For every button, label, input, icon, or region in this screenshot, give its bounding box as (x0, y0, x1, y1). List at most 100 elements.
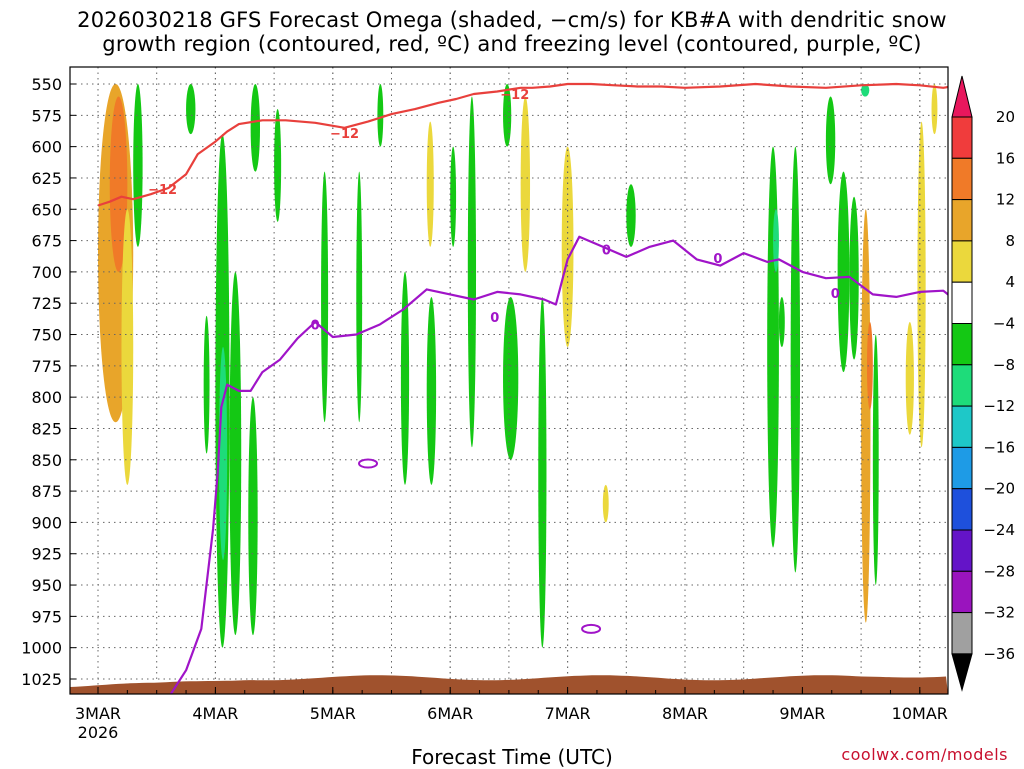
colorbar-label: −24 (983, 521, 1015, 539)
colorbar-swatch (951, 281, 973, 325)
omega-region (861, 209, 871, 623)
omega-region (121, 209, 134, 485)
colorbar-swatch (951, 405, 973, 448)
y-tick-label: 775 (31, 357, 62, 376)
colorbar-swatch (951, 446, 973, 490)
x-tick-label: 4MAR (192, 704, 238, 723)
omega-region (133, 84, 143, 247)
y-tick-label: 900 (31, 513, 62, 532)
red-contour-label: −12 (148, 183, 177, 198)
credit-text: coolwx.com/models (841, 745, 1008, 764)
colorbar-label: 12 (996, 191, 1015, 209)
red-contour-line (97, 82, 948, 207)
x-tick-label: 3MAR (75, 704, 121, 723)
purple-contour-label: 0 (490, 311, 499, 326)
colorbar-swatch (951, 157, 973, 201)
omega-region (400, 271, 410, 485)
colorbar-swatch (951, 612, 973, 655)
y-axis: 550 575 600 625 650 675 700 725 750 775 800 825 850 8… (21, 75, 76, 689)
chart-title-line1: 2026030218 GFS Forecast Omega (shaded, −… (77, 8, 947, 32)
contours: −12 −12 −12 0 0 0 0 0 (97, 82, 948, 694)
y-tick-label: 600 (31, 138, 62, 157)
omega-region (218, 347, 228, 560)
x-tick-label: 9MAR (779, 704, 825, 723)
colorbar-label: −8 (993, 356, 1015, 374)
colorbar-swatch (951, 364, 973, 407)
y-tick-label: 800 (31, 388, 62, 407)
omega-region (426, 121, 434, 247)
colorbar: 20 16 12 8 4 −4 −8 −12 −16 −20 −24 −28 −32 −36 (951, 75, 1015, 692)
y-tick-label: 975 (31, 607, 62, 626)
omega-region (321, 171, 329, 423)
colorbar-top-arrow (951, 75, 973, 118)
red-contour-label: −12 (500, 88, 529, 103)
omega-region (837, 171, 850, 373)
omega-region (274, 109, 282, 222)
colorbar-swatch (951, 488, 973, 531)
omega-region (602, 484, 609, 523)
omega-region (426, 296, 437, 485)
y-tick-label: 675 (31, 232, 62, 251)
purple-contour-blob (581, 623, 602, 634)
colorbar-label: −20 (983, 480, 1015, 498)
y-tick-label: 650 (31, 200, 62, 219)
y-tick-label: 750 (31, 326, 62, 345)
y-tick-label: 625 (31, 169, 62, 188)
omega-region (538, 296, 547, 648)
omega-region (450, 146, 457, 247)
omega-region (861, 84, 870, 97)
x-tick-label: 10MAR (892, 704, 948, 723)
y-tick-label: 1025 (21, 670, 62, 689)
omega-region (503, 84, 512, 147)
y-tick-label: 575 (31, 106, 62, 125)
purple-contour-label: 0 (831, 287, 840, 302)
colorbar-label: 20 (996, 108, 1015, 126)
y-tick-label: 950 (31, 576, 62, 595)
omega-region (905, 322, 914, 435)
chart-title: 2026030218 GFS Forecast Omega (shaded, −… (0, 8, 1024, 56)
omega-region (561, 146, 574, 348)
omega-region (790, 146, 801, 573)
colorbar-label: −28 (983, 562, 1015, 580)
y-tick-label: 1000 (21, 639, 62, 658)
colorbar-label: 4 (1005, 273, 1015, 291)
omega-region (248, 397, 258, 636)
terrain-surface (70, 675, 948, 694)
colorbar-label: −32 (983, 604, 1015, 622)
colorbar-label: 8 (1005, 232, 1015, 250)
purple-contour-label: 0 (713, 252, 722, 267)
red-contour-label: −12 (330, 127, 359, 142)
omega-region (203, 315, 210, 454)
omega-region (356, 171, 363, 423)
colorbar-swatch (951, 570, 973, 614)
chart-title-line2: growth region (contoured, red, ºC) and f… (102, 32, 922, 56)
colorbar-swatch (951, 240, 973, 283)
colorbar-swatch (951, 199, 973, 242)
omega-region (917, 121, 926, 448)
x-axis-label: Forecast Time (UTC) (411, 745, 613, 769)
omega-region (778, 296, 785, 348)
y-tick-label: 875 (31, 482, 62, 501)
x-axis: 3MAR 4MAR 5MAR 6MAR 7MAR 8MAR 9MAR 10MAR 2026 (75, 687, 948, 742)
purple-contour-blob (358, 458, 379, 469)
y-tick-label: 825 (31, 419, 62, 438)
omega-region (520, 96, 531, 272)
omega-region (866, 322, 873, 410)
x-tick-label: 8MAR (662, 704, 708, 723)
colorbar-label: −12 (983, 397, 1015, 415)
omega-region (825, 96, 836, 185)
omega-region (250, 84, 261, 172)
y-tick-label: 725 (31, 294, 62, 313)
x-tick-label: 7MAR (545, 704, 591, 723)
omega-region (186, 84, 196, 135)
x-tick-label: 5MAR (310, 704, 356, 723)
y-tick-label: 850 (31, 451, 62, 470)
omega-region (626, 184, 636, 247)
colorbar-bottom-arrow (951, 653, 973, 692)
colorbar-label: −4 (993, 315, 1015, 333)
y-tick-label: 550 (31, 75, 62, 94)
colorbar-swatch (951, 323, 973, 366)
omega-region (931, 84, 938, 135)
colorbar-label: 16 (996, 149, 1015, 167)
